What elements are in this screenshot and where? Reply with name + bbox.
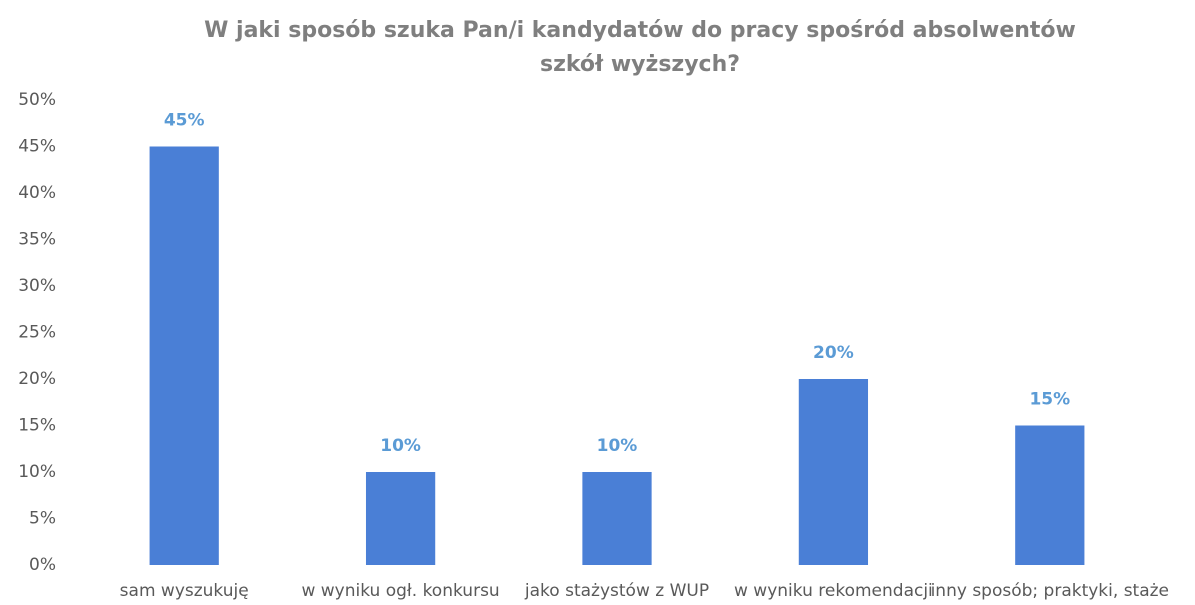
y-tick-label: 10%: [18, 462, 56, 482]
data-label: 10%: [380, 436, 421, 456]
data-label: 20%: [813, 343, 854, 363]
x-tick-label: jako stażystów z WUP: [524, 581, 709, 601]
x-tick-label: sam wyszukuję: [120, 581, 249, 601]
data-label: 15%: [1029, 390, 1070, 410]
bar: [582, 472, 652, 565]
y-tick-label: 30%: [18, 276, 56, 296]
bar: [798, 379, 869, 565]
y-tick-label: 35%: [18, 230, 56, 250]
bar: [1015, 425, 1085, 565]
y-tick-label: 20%: [18, 369, 56, 389]
y-tick-label: 0%: [29, 555, 56, 575]
y-tick-label: 45%: [18, 137, 56, 157]
chart-title: W jaki sposób szuka Pan/i kandydatów do …: [204, 18, 1076, 77]
bar: [365, 472, 436, 565]
data-label: 45%: [164, 111, 205, 131]
y-tick-label: 15%: [18, 416, 56, 436]
y-tick-label: 5%: [29, 509, 56, 529]
y-tick-label: 50%: [18, 90, 56, 110]
x-tick-label: w wyniku rekomendacji: [734, 581, 933, 601]
x-tick-label: inny sposób; praktyki, staże: [931, 581, 1169, 601]
data-label: 10%: [597, 436, 638, 456]
y-tick-label: 25%: [18, 323, 56, 343]
y-tick-label: 40%: [18, 183, 56, 203]
bar: [149, 146, 219, 565]
x-tick-label: w wyniku ogł. konkursu: [301, 581, 499, 601]
